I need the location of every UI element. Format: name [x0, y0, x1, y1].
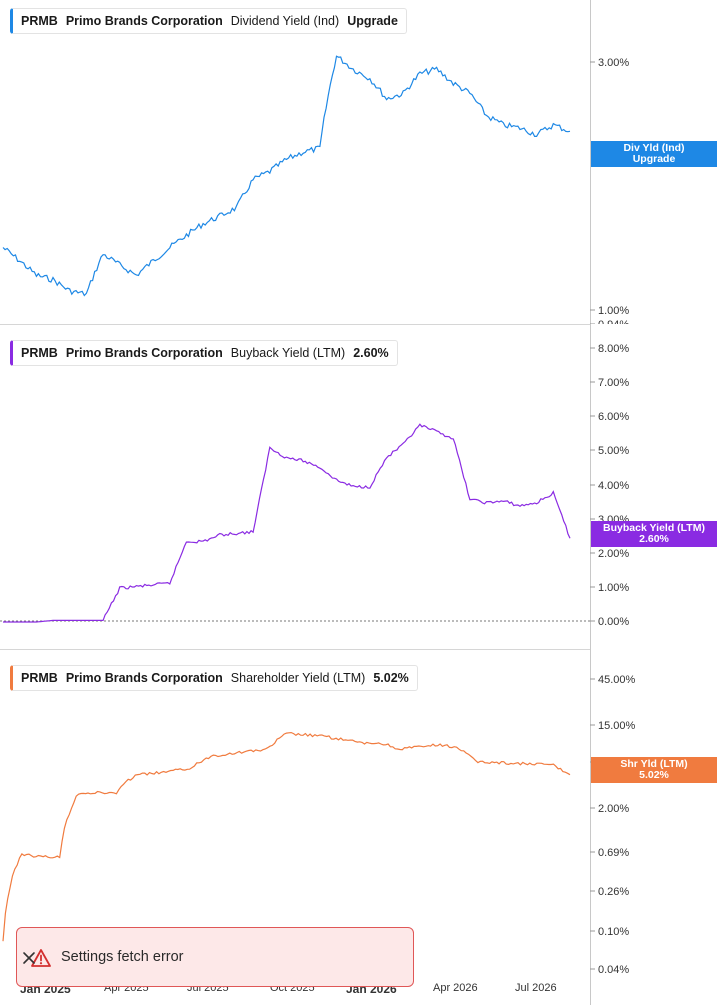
flag-value[interactable]: Upgrade	[632, 153, 676, 165]
buyback-yield-flag: Buyback Yield (LTM) 2.60%	[591, 521, 717, 547]
y-tick-label: 45.00%	[598, 674, 636, 686]
buyback-yield-chart: 8.00%7.00%6.00%5.00%4.00%3.00%2.00%1.00%…	[0, 343, 629, 628]
y-tick-label: 0.04%	[598, 964, 629, 975]
warning-icon	[31, 949, 51, 967]
flag-label: Div Yld (Ind)	[623, 142, 685, 154]
series-line	[3, 423, 571, 623]
x-tick-label: Jul 2026	[515, 982, 557, 994]
legend-company: Primo Brands Corporation	[65, 346, 223, 360]
dividend-yield-flag: Div Yld (Ind) Upgrade	[591, 141, 717, 167]
legend-metric: Buyback Yield (LTM)	[230, 346, 346, 360]
y-tick-label: 15.00%	[598, 720, 636, 732]
y-tick-label: 3.00%	[598, 57, 629, 69]
legend-metric: Dividend Yield (Ind)	[230, 14, 340, 28]
y-tick-label: 7.00%	[598, 377, 629, 389]
y-tick-label: 0.26%	[598, 886, 629, 898]
legend-ticker: PRMB	[21, 346, 58, 360]
y-tick-label: 4.00%	[598, 480, 629, 492]
shareholder-yield-flag: Shr Yld (LTM) 5.02%	[591, 757, 717, 783]
legend-value[interactable]: Upgrade	[347, 14, 398, 28]
flag-value: 2.60%	[639, 533, 669, 545]
y-tick-label: 0.10%	[598, 926, 629, 938]
y-tick-label: 0.94%	[598, 319, 629, 324]
dividend-yield-chart: 3.00% 1.00% 0.94%	[2, 55, 629, 324]
y-tick-label: 2.00%	[598, 803, 629, 815]
legend-dividend-yield[interactable]: PRMB Primo Brands Corporation Dividend Y…	[10, 8, 407, 34]
legend-company: Primo Brands Corporation	[65, 14, 223, 28]
y-tick-label: 5.00%	[598, 445, 629, 457]
shareholder-yield-chart: 45.00%15.00%5.00%2.00%0.69%0.26%0.10%0.0…	[2, 674, 636, 975]
error-toast: Settings fetch error	[16, 927, 414, 987]
y-tick-label: 1.00%	[598, 582, 629, 594]
legend-metric: Shareholder Yield (LTM)	[230, 671, 366, 685]
buyback-yield-panel: PRMB Primo Brands Corporation Buyback Yi…	[0, 332, 717, 649]
y-tick-label: 8.00%	[598, 343, 629, 355]
legend-ticker: PRMB	[21, 671, 58, 685]
legend-ticker: PRMB	[21, 14, 58, 28]
dividend-yield-panel: PRMB Primo Brands Corporation Dividend Y…	[0, 0, 717, 324]
legend-buyback-yield[interactable]: PRMB Primo Brands Corporation Buyback Yi…	[10, 340, 398, 366]
y-tick-label: 0.00%	[598, 616, 629, 628]
flag-value: 5.02%	[639, 769, 669, 781]
close-icon[interactable]	[17, 946, 41, 970]
panel-divider	[0, 324, 590, 325]
y-tick-label: 0.69%	[598, 847, 629, 859]
flag-label: Shr Yld (LTM)	[620, 758, 688, 770]
legend-shareholder-yield[interactable]: PRMB Primo Brands Corporation Shareholde…	[10, 665, 418, 691]
legend-value: 5.02%	[373, 671, 409, 685]
legend-value: 2.60%	[353, 346, 389, 360]
series-line	[2, 731, 571, 942]
series-line	[2, 55, 571, 297]
panel-divider	[0, 649, 590, 650]
value-axis-line	[590, 0, 591, 1005]
toast-message: Settings fetch error	[61, 949, 184, 965]
shareholder-yield-panel: PRMB Primo Brands Corporation Shareholde…	[0, 657, 717, 975]
flag-label: Buyback Yield (LTM)	[603, 522, 705, 534]
legend-company: Primo Brands Corporation	[65, 671, 223, 685]
x-tick-label: Apr 2026	[433, 982, 478, 994]
y-tick-label: 6.00%	[598, 411, 629, 423]
y-tick-label: 2.00%	[598, 548, 629, 560]
y-tick-label: 1.00%	[598, 305, 629, 317]
